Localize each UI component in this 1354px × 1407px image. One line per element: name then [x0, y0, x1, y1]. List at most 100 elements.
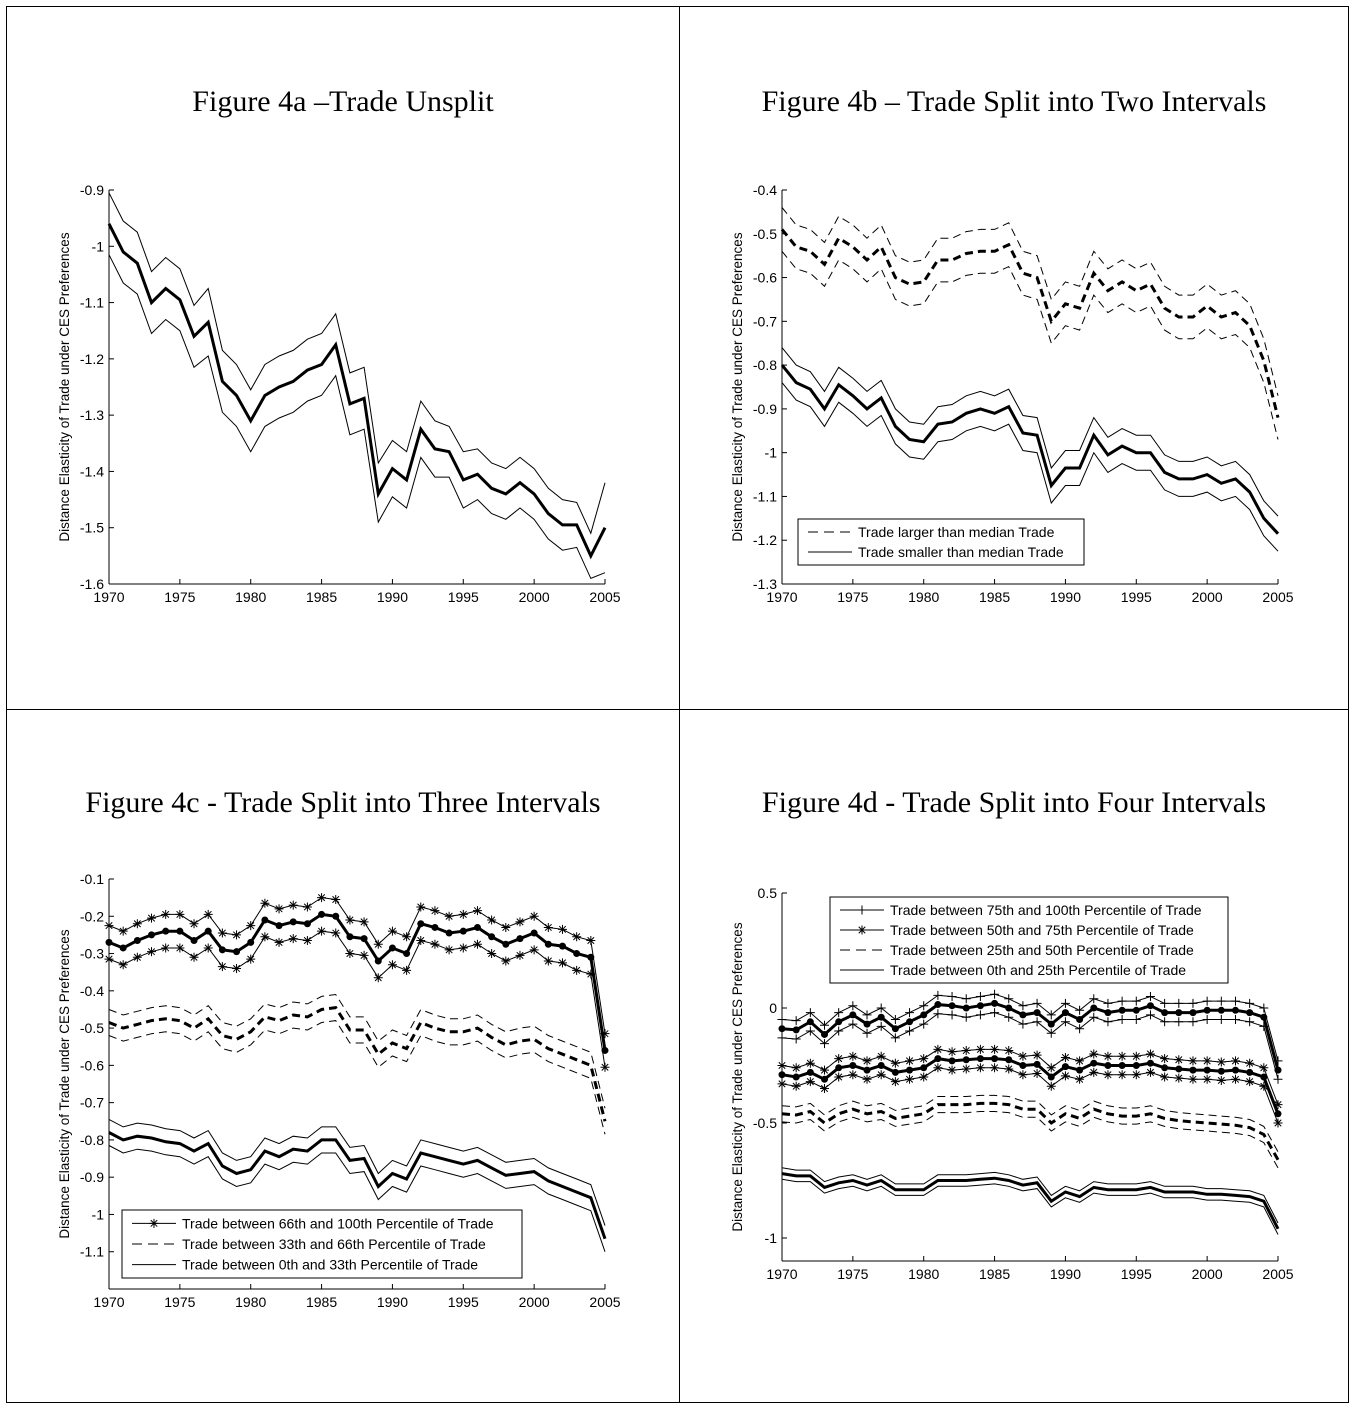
y-tick-label: -0.7 — [80, 1095, 104, 1111]
series-1-point — [835, 1064, 843, 1072]
x-tick-label: 1970 — [93, 1294, 124, 1310]
series-0-band-marker — [791, 1034, 801, 1044]
series-0-point — [601, 1046, 609, 1054]
series-0-band-marker — [947, 1010, 957, 1020]
series-0-band-marker — [1131, 996, 1141, 1006]
series-0-point — [417, 920, 425, 928]
series-0-band-marker — [834, 1026, 844, 1036]
series-3-band-lower — [781, 1178, 1279, 1235]
series-1-band-marker — [834, 1054, 844, 1064]
series-1-band-marker — [1117, 1070, 1127, 1080]
series-0-band-marker — [975, 992, 985, 1001]
series-0-band-marker — [586, 936, 596, 945]
series-0-band-marker — [387, 926, 397, 936]
series-0-band-marker — [890, 1033, 900, 1043]
series-1-band-upper — [781, 347, 1279, 517]
series-0-band-marker — [402, 932, 412, 942]
series-1-point — [1019, 1062, 1027, 1069]
series-0-band-marker — [1075, 1005, 1085, 1015]
series-0-point — [332, 912, 340, 920]
series-0-band-lower — [108, 930, 606, 1068]
series-1-band-marker — [1131, 1070, 1141, 1080]
series-0-line — [781, 1001, 1280, 1071]
series-0-band-upper — [781, 993, 1279, 1062]
series-0-band-marker — [876, 1003, 886, 1013]
series-1-band-marker — [905, 1074, 915, 1084]
series-1-band-marker — [791, 1081, 801, 1091]
y-tick-label: -1.4 — [80, 463, 104, 479]
series-0-band-marker — [260, 898, 270, 908]
figure-4d-title: Figure 4d - Trade Split into Four Interv… — [761, 786, 1267, 819]
series-1-point — [877, 1062, 885, 1069]
series-0-band-marker — [1004, 994, 1014, 1004]
series-0-band-marker — [600, 1062, 610, 1072]
series-0-point — [119, 944, 127, 952]
series-1-point — [792, 1073, 800, 1081]
series-1-point — [1146, 1059, 1154, 1067]
y-tick-label: -0.3 — [80, 946, 104, 962]
x-tick-label: 2000 — [1192, 1266, 1223, 1282]
series-1-band-marker — [805, 1077, 815, 1087]
y-axis-label: Distance Elasticity of Trade under CES P… — [57, 929, 72, 1238]
x-tick-label: 1970 — [766, 1266, 797, 1282]
series-1-band-marker — [1259, 1081, 1269, 1091]
series-0-band-marker — [458, 909, 468, 919]
panel-4a: Figure 4a –Trade Unsplit -1.6 -1.5 -1.4 -1.… — [6, 6, 680, 710]
series-1-point — [891, 1068, 899, 1076]
x-tick-label: 1990 — [1050, 1266, 1081, 1282]
series-0-point — [1090, 1004, 1098, 1012]
series-0-band-marker — [1245, 998, 1255, 1008]
y-tick-label: -1.1 — [753, 488, 777, 504]
series-0-band-marker — [1216, 1015, 1226, 1024]
series-0-point — [544, 940, 552, 948]
series-1-point — [976, 1055, 984, 1063]
series-0-point — [275, 922, 283, 930]
series-0-band-marker — [430, 906, 440, 916]
series-0-point — [530, 929, 538, 937]
figure-4b-title: Figure 4b – Trade Split into Two Interva… — [761, 85, 1267, 118]
x-tick-label: 1995 — [448, 589, 479, 605]
series-0-band-marker — [317, 893, 327, 903]
series-0-band-marker — [331, 895, 341, 904]
series-0-point — [459, 927, 467, 935]
x-tick-label: 1980 — [235, 1294, 266, 1310]
series-0-band-marker — [1032, 1017, 1042, 1027]
x-tick-label: 2005 — [1262, 589, 1293, 605]
series-0-band-marker — [104, 954, 114, 964]
series-0-band-marker — [1046, 1010, 1056, 1020]
series-0-band-marker — [905, 1008, 915, 1018]
series-0-point — [835, 1018, 843, 1026]
series-0-band-marker — [572, 932, 582, 942]
series-0-point — [204, 927, 212, 935]
series-1-point — [1246, 1068, 1254, 1076]
figure-4a-title: Figure 4a –Trade Unsplit — [192, 85, 494, 118]
x-tick-label: 2000 — [519, 1294, 550, 1310]
series-0-band-marker — [933, 990, 943, 1000]
legend-label: Trade larger than median Trade — [858, 524, 1055, 540]
series-1-band-upper — [108, 993, 606, 1109]
series-0-band-lower — [781, 250, 1279, 440]
series-1-point — [962, 1056, 970, 1064]
series-0-point — [233, 948, 241, 956]
series-0-band-marker — [961, 1012, 971, 1022]
series-1-band-marker — [777, 1079, 787, 1089]
series-0-point — [1061, 1009, 1069, 1017]
series-0-band-marker — [189, 952, 199, 962]
series-1-point — [1274, 1110, 1282, 1118]
series-1-point — [1118, 1062, 1126, 1069]
y-tick-label: -0.8 — [753, 357, 777, 373]
series-0-point — [1217, 1006, 1225, 1014]
legend-box — [797, 518, 1085, 566]
series-1-band-marker — [1018, 1070, 1028, 1080]
series-0-point — [1203, 1006, 1211, 1014]
series-0-point — [1274, 1066, 1282, 1074]
legend-marker — [149, 1218, 159, 1228]
series-1-band-marker — [1018, 1051, 1028, 1061]
series-1-band-marker — [1188, 1056, 1198, 1066]
series-1-point — [1231, 1066, 1239, 1074]
series-0-band-marker — [1018, 1001, 1028, 1011]
series-0-point — [218, 946, 226, 954]
series-0-band-marker — [1216, 996, 1226, 1006]
series-0-band-marker — [345, 915, 355, 925]
series-0-point — [502, 940, 510, 948]
